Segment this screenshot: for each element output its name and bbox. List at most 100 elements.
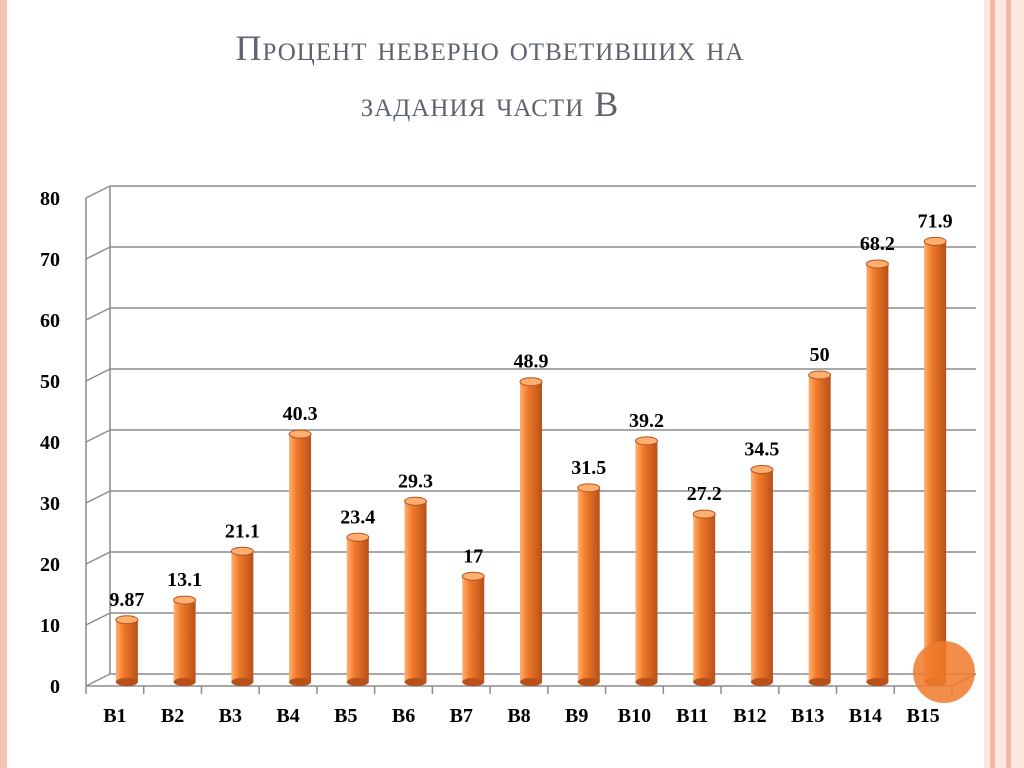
bar-base [231,678,254,686]
bar-body [289,434,312,682]
bar [173,595,197,686]
bar-body [693,514,716,682]
x-tick-label: B5 [334,705,357,727]
data-label: 50 [810,344,830,366]
bar [692,509,716,686]
gridline-depth [85,246,111,260]
bar-body [231,551,254,682]
bar-top [404,496,428,506]
data-label: 29.3 [398,470,433,492]
bar [230,546,254,686]
bar-base [693,678,716,686]
bar-base [289,678,312,686]
bar-body [866,263,889,682]
slide-title-line-1: Процент неверно ответивших на [235,28,745,68]
bar-top [288,429,312,439]
y-tick-label: 50 [40,371,60,393]
data-label: 34.5 [744,439,779,461]
y-tick-label: 30 [40,493,60,515]
bar-top [519,377,543,387]
gridline-depth [85,185,111,199]
bar-top [115,615,139,625]
x-tick-label: B15 [906,705,939,727]
gridline-depth [85,429,111,443]
x-tick-label: B13 [791,705,824,727]
gridline-depth [85,307,111,321]
bar-body [173,600,196,682]
bar-top [461,571,485,581]
bar-body [462,576,485,682]
bar [634,436,658,686]
bar-body [808,375,831,682]
bar-body [404,501,427,682]
data-label: 31.5 [571,457,606,479]
bar-body [924,241,947,682]
data-label: 13.1 [167,569,202,591]
gridline-depth [85,612,111,626]
bar [577,483,601,686]
bar-top [750,465,774,475]
bar-base [808,678,831,686]
bar-base [346,678,369,686]
bar-top [173,595,197,605]
bar [519,377,543,686]
bar [865,259,889,686]
data-label: 27.2 [687,483,722,505]
bar-top [692,509,716,519]
x-tick-label: B1 [103,705,126,727]
y-tick-label: 70 [40,249,60,271]
bar-base [577,678,600,686]
bar-base [635,678,658,686]
x-tick-label: B10 [618,705,651,727]
border-stripe [1006,0,1011,768]
data-label: 23.4 [340,506,375,528]
bar-base [866,678,889,686]
bar-body [115,619,138,682]
bar [346,532,370,686]
data-label: 17 [463,545,483,567]
bar-base [404,678,427,686]
y-tick-label: 10 [40,615,60,637]
x-tick-label: B11 [676,705,708,727]
y-tick-label: 80 [40,188,60,210]
bar-base [462,678,485,686]
bar-base [750,678,773,686]
label-layer: 0 10 20 30 40 50 60 70 80 9.87 B1 13.1 B2 21.1 B3 40.3 B… [40,188,953,727]
x-tick-label: B6 [392,705,415,727]
bar-body [346,537,369,682]
bar [288,429,312,686]
x-tick-label: B14 [849,705,882,727]
bar-base [520,678,542,686]
bar-body [635,440,658,682]
x-tick-label: B3 [219,705,242,727]
slide-border-left [0,0,7,768]
bar-top [346,532,370,542]
gridline-depth [85,673,111,687]
gridline-depth [85,490,111,504]
bar [808,370,832,686]
bar-top [923,236,947,246]
y-tick-label: 0 [50,676,60,698]
bar-top [577,483,601,493]
y-tick-label: 40 [40,432,60,454]
data-label: 21.1 [225,520,260,542]
bar-body [520,381,542,682]
data-label: 39.2 [629,410,664,432]
x-tick-label: B12 [733,705,766,727]
bar [404,496,428,686]
x-tick-label: B8 [507,705,530,727]
gridline-depth [85,551,111,565]
bar-body [577,487,600,682]
bar-layer [115,236,975,703]
data-label: 71.9 [918,210,953,232]
y-tick-label: 60 [40,310,60,332]
bar-top [230,546,254,556]
bar-base [115,678,138,686]
slide-border-right [984,0,1024,768]
border-stripe [990,0,995,768]
bar [461,571,485,686]
bar-top [634,436,658,446]
y-tick-label: 20 [40,554,60,576]
data-label: 40.3 [283,403,318,425]
